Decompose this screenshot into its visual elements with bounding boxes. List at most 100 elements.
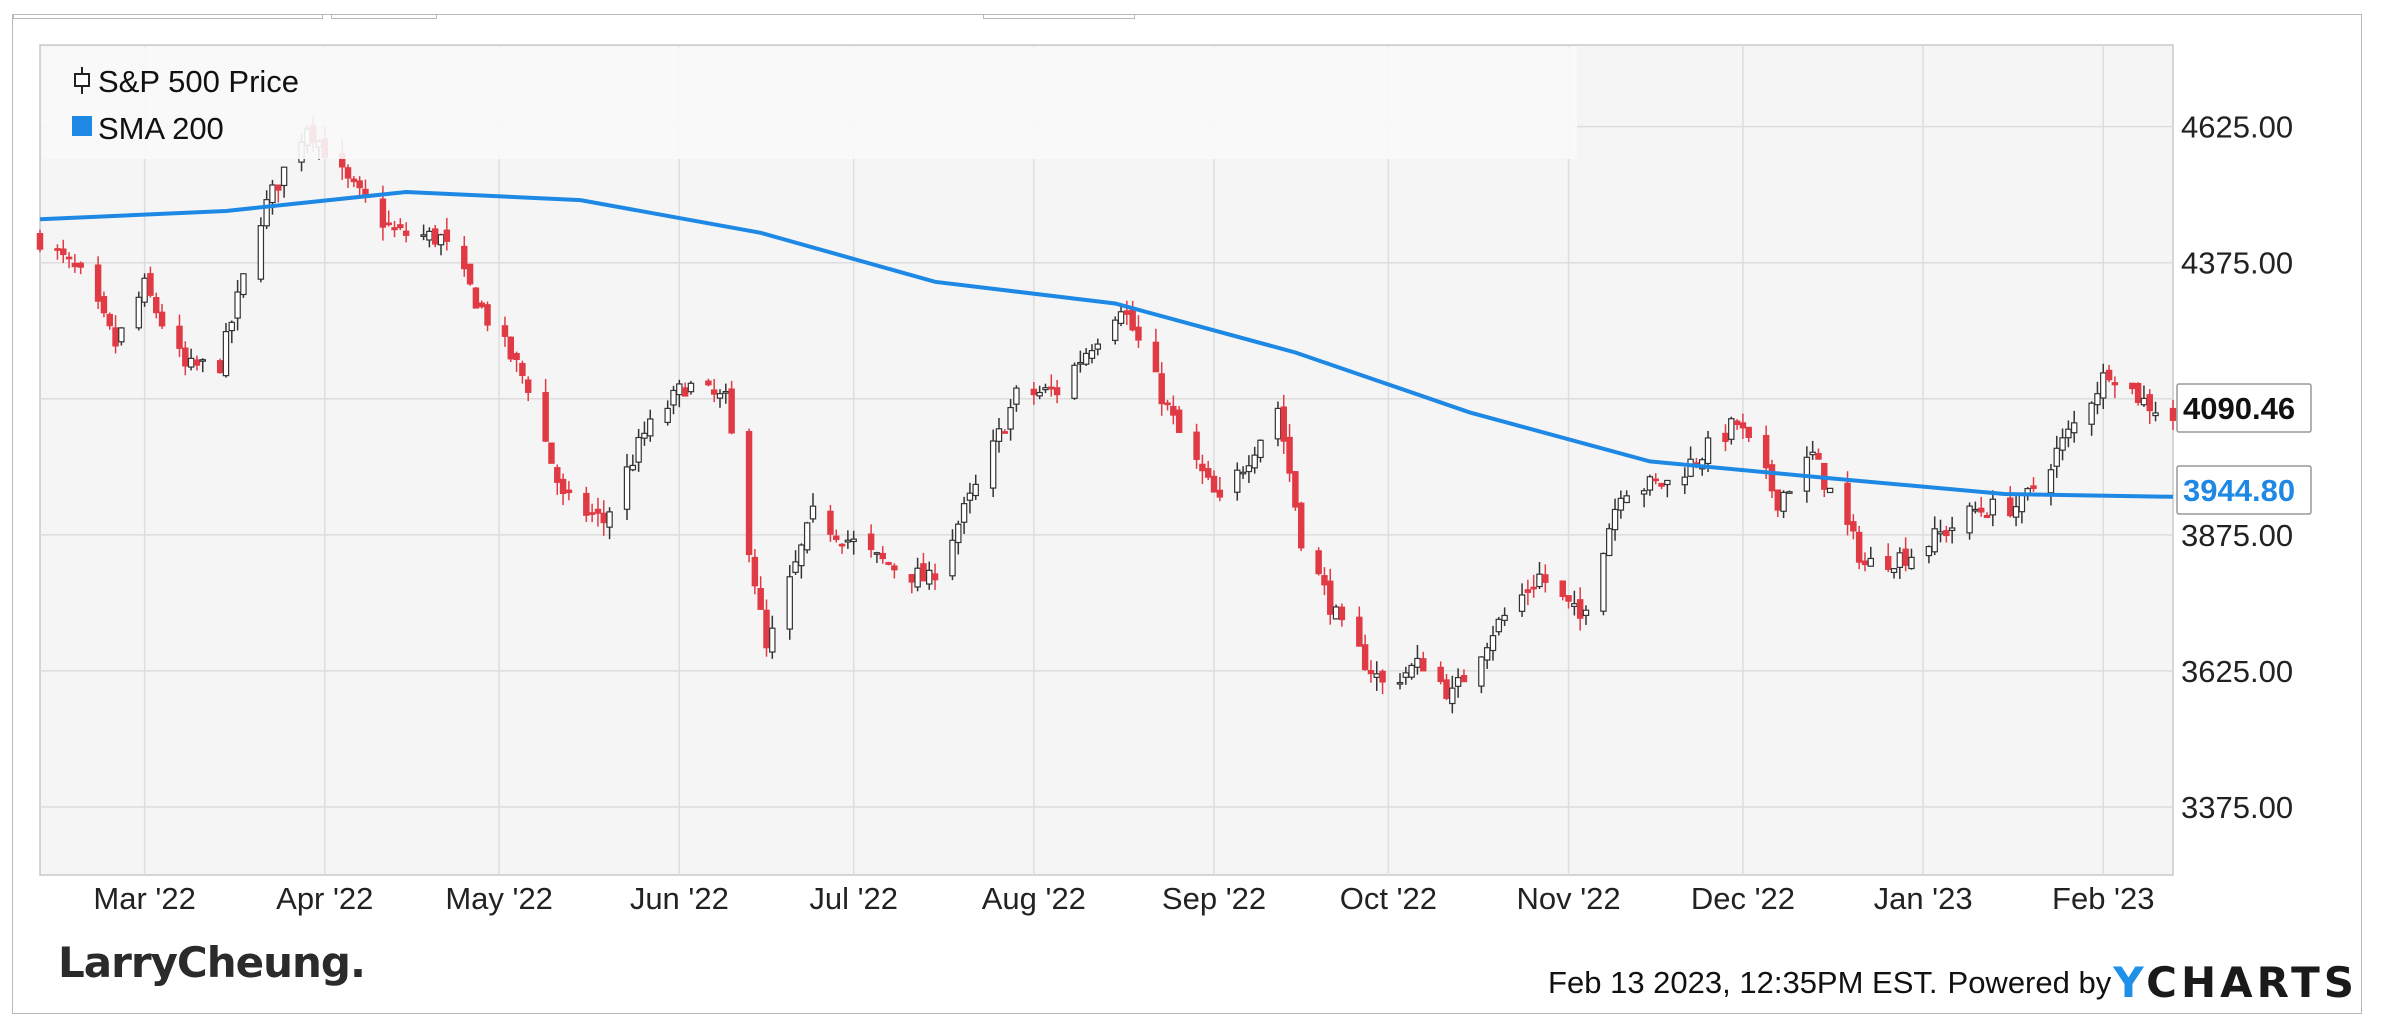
- candle: [757, 576, 764, 610]
- candle: [1013, 385, 1020, 412]
- candle: [931, 563, 939, 590]
- candle: [1931, 516, 1938, 556]
- x-tick-label: May '22: [445, 881, 553, 916]
- candle: [606, 507, 613, 540]
- powered-by-text: Powered by: [1947, 964, 2112, 1000]
- candle: [879, 546, 886, 564]
- candle: [1524, 579, 1532, 606]
- candle: [728, 380, 735, 435]
- candle: [2065, 420, 2072, 448]
- candle: [949, 529, 956, 581]
- candle: [519, 360, 526, 384]
- candle: [397, 218, 404, 231]
- candle: [2088, 401, 2095, 436]
- candle: [1652, 473, 1659, 485]
- candle: [2146, 389, 2153, 424]
- candle: [94, 256, 102, 309]
- ycharts-logo-text: CHARTS: [2146, 958, 2358, 1007]
- candle: [1164, 399, 1171, 411]
- x-tick-label: Nov '22: [1516, 881, 1620, 916]
- candle: [833, 529, 840, 543]
- candle: [716, 389, 724, 408]
- last-price-value: 4090.46: [2183, 391, 2295, 426]
- candle: [1321, 567, 1328, 596]
- candle: [1286, 424, 1293, 482]
- candle: [1001, 429, 1009, 434]
- candle: [484, 301, 491, 332]
- x-tick-label: Jul '22: [809, 881, 898, 916]
- candle: [1297, 501, 1305, 552]
- candle: [1234, 462, 1241, 501]
- candle: [554, 464, 561, 495]
- candle: [1623, 490, 1630, 504]
- candle: [118, 327, 125, 346]
- chart-frame: [12, 14, 2362, 1014]
- candle: [960, 496, 968, 535]
- candle: [1460, 669, 1468, 683]
- candle: [1408, 663, 1415, 680]
- ycharts-logo[interactable]: YCHARTS: [2113, 958, 2358, 1007]
- candle: [1977, 496, 1985, 517]
- candle: [269, 179, 276, 215]
- candle: [1094, 338, 1102, 356]
- candle: [1559, 580, 1566, 601]
- watermark-logo: LarryCheung.: [58, 938, 366, 987]
- legend-sma-label: SMA 200: [98, 111, 224, 146]
- x-tick-label: Mar '22: [93, 881, 195, 916]
- candle: [402, 222, 410, 243]
- y-tick-label: 4375.00: [2181, 246, 2293, 281]
- candle: [1007, 399, 1014, 441]
- candle: [635, 428, 642, 472]
- candle: [1053, 380, 1061, 404]
- candle: [2105, 364, 2113, 383]
- candle: [2059, 428, 2066, 461]
- blue-square-icon: [72, 116, 92, 136]
- candle: [443, 217, 451, 251]
- candle: [524, 376, 532, 402]
- candle: [1617, 490, 1625, 519]
- candle: [548, 442, 555, 464]
- last-price-badge: 4090.46: [2176, 383, 2312, 433]
- candle: [867, 524, 875, 558]
- candle: [710, 378, 718, 403]
- candle: [1908, 548, 1915, 570]
- candle: [1826, 487, 1834, 494]
- candle: [1681, 467, 1689, 495]
- x-axis-ticks: Mar '22 Apr '22 May '22 Jun '22 Jul '22 Aug '…: [93, 881, 2154, 916]
- candle: [100, 291, 108, 318]
- candle: [135, 291, 143, 331]
- candle: [1245, 455, 1253, 483]
- x-tick-label: Dec '22: [1691, 881, 1795, 916]
- candle: [182, 341, 189, 376]
- candle: [972, 474, 979, 500]
- candle: [1884, 543, 1892, 573]
- sma-200-line: [39, 189, 2174, 499]
- candle: [2111, 376, 2119, 399]
- candle: [1518, 583, 1526, 617]
- toolbar-tab-group-right[interactable]: [983, 15, 1135, 19]
- toolbar-tab-group-left[interactable]: [13, 15, 323, 19]
- candle: [995, 417, 1003, 453]
- candle: [1356, 606, 1363, 647]
- candle: [1088, 344, 1096, 364]
- x-tick-label: Jan '23: [1874, 881, 1973, 916]
- x-tick-label: Oct '22: [1340, 881, 1437, 916]
- candle: [2169, 399, 2177, 431]
- candle: [106, 312, 113, 330]
- candle: [257, 217, 265, 283]
- candle: [629, 454, 637, 472]
- candle: [1152, 328, 1160, 373]
- candle: [1478, 656, 1485, 694]
- candle: [594, 497, 602, 527]
- candle: [147, 266, 154, 298]
- candle: [1664, 479, 1671, 498]
- toolbar-tab-date[interactable]: [331, 15, 437, 19]
- candle: [2047, 463, 2055, 506]
- candle: [559, 473, 567, 506]
- candle: [2100, 363, 2107, 410]
- candle: [280, 166, 288, 198]
- candle: [850, 530, 857, 555]
- candle: [36, 229, 44, 252]
- candle: [1210, 470, 1218, 493]
- candle: [1396, 673, 1404, 690]
